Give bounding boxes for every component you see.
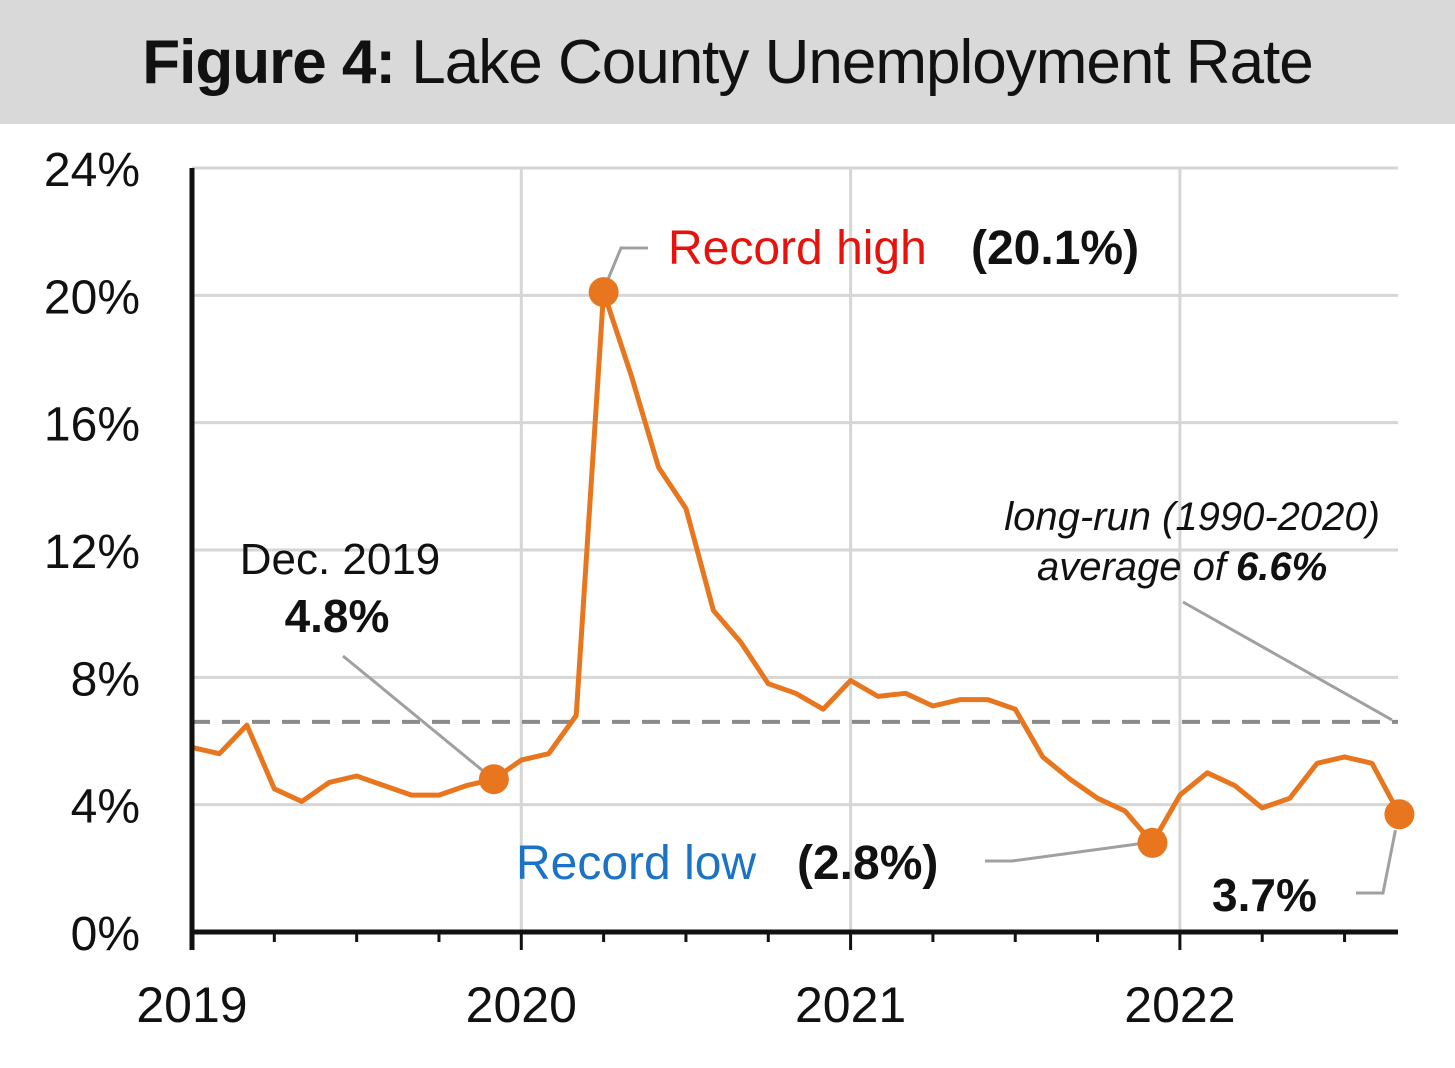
annotation-record-high-label: Record high bbox=[668, 222, 927, 275]
chart-title-rest: Lake County Unemployment Rate bbox=[411, 27, 1313, 97]
y-tick-label-1: 4% bbox=[71, 781, 140, 834]
highlight-point-2021-12 bbox=[1137, 827, 1168, 858]
axes bbox=[189, 168, 1398, 950]
leader-record-low bbox=[985, 842, 1139, 863]
x-tick-label-2019: 2019 bbox=[136, 977, 247, 1033]
chart-title: Figure 4: Lake County Unemployment Rate bbox=[142, 27, 1314, 98]
annotation-dec2019-label: Dec. 2019 bbox=[240, 535, 441, 584]
series-group bbox=[191, 289, 1402, 846]
highlight-point-2020-04 bbox=[588, 277, 619, 308]
x-axis-ticks: 2019 2020 2021 2022 bbox=[136, 932, 1347, 1033]
annotation-avg-line2-prefix: average of bbox=[1037, 545, 1230, 589]
y-tick-label-0: 0% bbox=[71, 908, 140, 961]
annotation-record-low-label: Record low bbox=[516, 837, 756, 890]
highlight-point-2019-12 bbox=[478, 764, 509, 795]
title-bar: Figure 4: Lake County Unemployment Rate bbox=[0, 0, 1455, 124]
highlight-points bbox=[478, 277, 1415, 858]
y-tick-label-5: 20% bbox=[44, 271, 140, 324]
y-tick-label-6: 24% bbox=[44, 144, 140, 197]
annotation-leaders bbox=[342, 246, 1397, 895]
annotation-avg-line1: long-run (1990-2020) bbox=[1004, 495, 1380, 539]
x-tick-label-2021: 2021 bbox=[795, 977, 906, 1033]
leader-record-high bbox=[606, 246, 648, 281]
annotation-avg-line2-value: 6.6% bbox=[1236, 545, 1327, 589]
x-tick-label-2020: 2020 bbox=[466, 977, 577, 1033]
annotation-record-low-value: (2.8%) bbox=[797, 837, 938, 890]
y-tick-label-3: 12% bbox=[44, 526, 140, 579]
annotation-dec2019-value: 4.8% bbox=[285, 590, 390, 642]
annotation-record-high-value: (20.1%) bbox=[971, 222, 1139, 275]
chart-title-bold: Figure 4: bbox=[142, 27, 396, 97]
y-tick-label-2: 8% bbox=[71, 653, 140, 706]
highlight-point-2022-09 bbox=[1384, 799, 1415, 830]
series-line-0 bbox=[191, 289, 1402, 846]
y-axis-ticks: 0% 4% 8% 12% 16% 20% 24% bbox=[44, 144, 140, 961]
y-tick-label-4: 16% bbox=[44, 399, 140, 452]
annotation-latest-value: 3.7% bbox=[1212, 869, 1317, 921]
leader-average bbox=[1182, 600, 1393, 722]
x-tick-label-2022: 2022 bbox=[1124, 977, 1235, 1033]
leader-latest bbox=[1356, 829, 1397, 895]
grid bbox=[192, 166, 1398, 932]
leader-dec2019 bbox=[342, 654, 487, 775]
